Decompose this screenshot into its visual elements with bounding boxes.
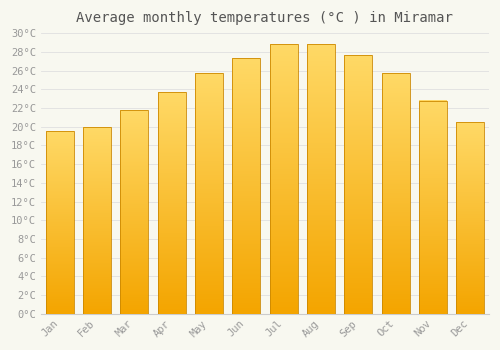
Bar <box>195 74 223 314</box>
Bar <box>120 110 148 314</box>
Bar <box>158 92 186 314</box>
Bar <box>382 74 409 314</box>
Bar <box>46 131 74 314</box>
Bar <box>419 100 447 314</box>
Title: Average monthly temperatures (°C ) in Miramar: Average monthly temperatures (°C ) in Mi… <box>76 11 454 25</box>
Bar <box>307 44 335 314</box>
Bar <box>270 44 297 314</box>
Bar <box>232 58 260 314</box>
Bar <box>83 127 111 314</box>
Bar <box>456 122 484 314</box>
Bar <box>344 55 372 314</box>
